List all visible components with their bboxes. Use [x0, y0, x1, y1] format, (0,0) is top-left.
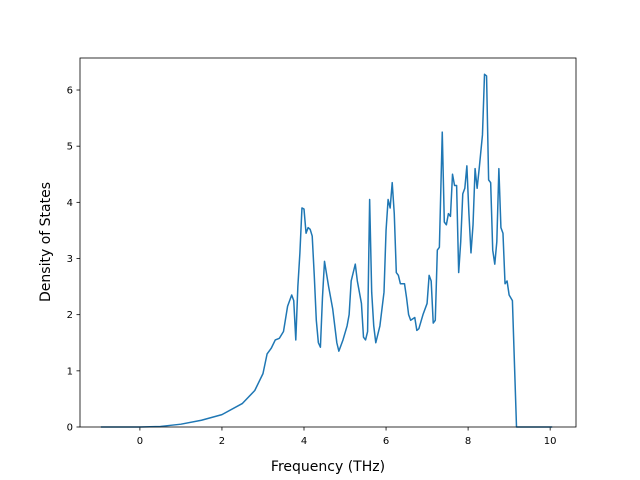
x-tick-label: 4 — [301, 436, 307, 447]
y-tick-label: 4 — [67, 198, 73, 209]
x-axis-label: Frequency (THz) — [271, 459, 385, 475]
y-tick-label: 2 — [67, 310, 73, 321]
x-tick-label: 0 — [137, 436, 143, 447]
x-tick-label: 6 — [383, 436, 389, 447]
x-tick-label: 8 — [465, 436, 471, 447]
y-tick-label: 1 — [67, 366, 73, 377]
y-tick-label: 5 — [67, 142, 73, 153]
y-axis-label: Density of States — [38, 182, 54, 302]
x-tick-label: 2 — [219, 436, 225, 447]
y-tick-label: 6 — [67, 86, 73, 97]
x-tick-label: 10 — [544, 436, 557, 447]
y-tick-label: 0 — [67, 423, 73, 434]
plot-frame — [79, 57, 577, 428]
line-series — [100, 73, 553, 428]
y-tick-label: 3 — [67, 254, 73, 265]
